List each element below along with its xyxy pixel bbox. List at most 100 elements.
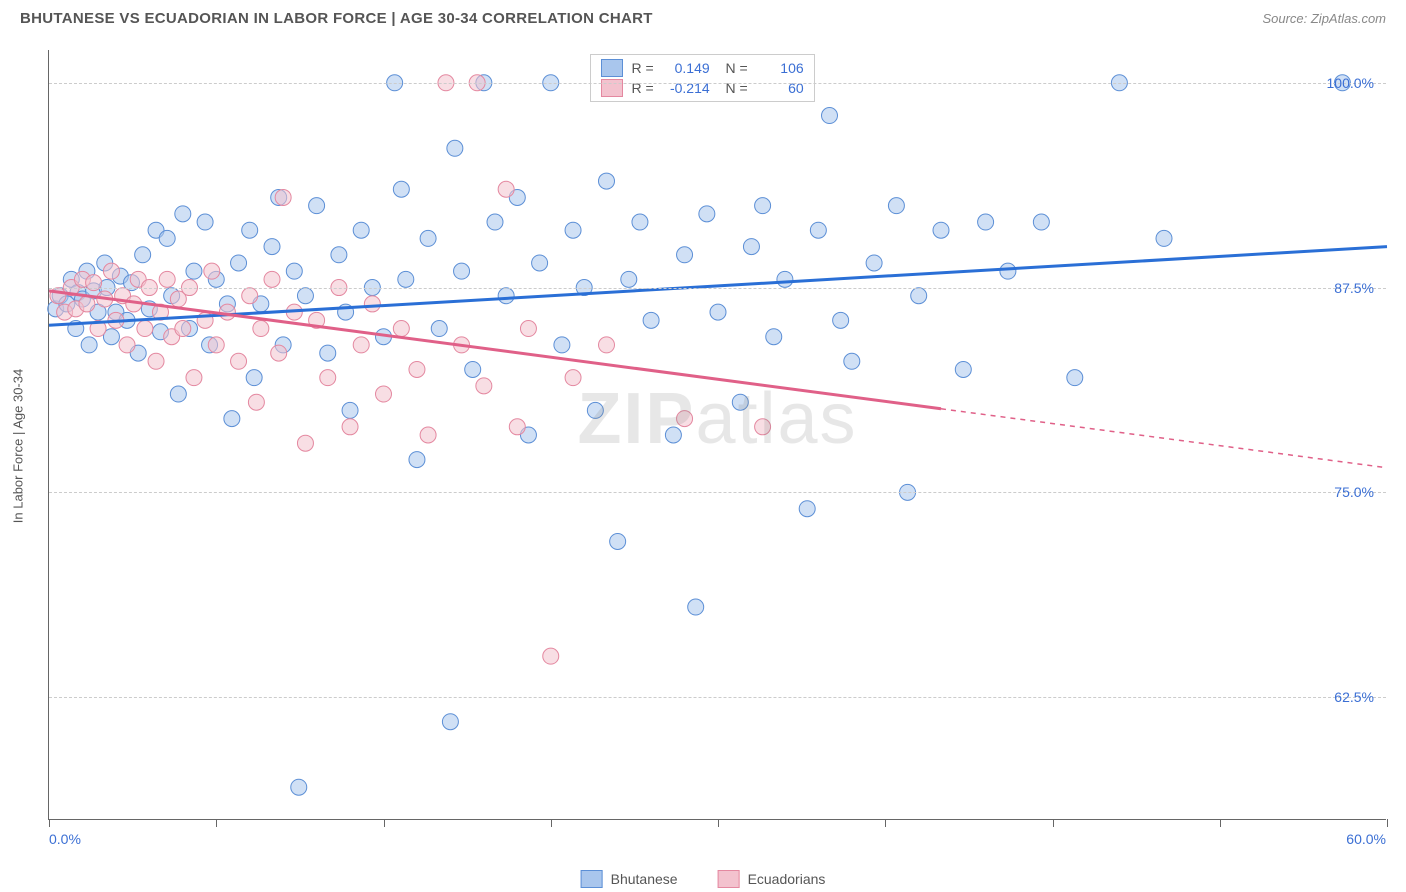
data-point xyxy=(810,222,826,238)
x-tick-mark xyxy=(1220,819,1221,827)
data-point xyxy=(409,452,425,468)
data-point xyxy=(766,329,782,345)
data-point xyxy=(186,263,202,279)
stats-n-value: 106 xyxy=(756,60,804,76)
gridline xyxy=(49,492,1386,493)
trend-line-extrapolated xyxy=(941,409,1387,468)
chart-plot-area: ZIPatlas R =0.149 N =106R =-0.214 N =60 … xyxy=(48,50,1386,820)
data-point xyxy=(844,353,860,369)
data-point xyxy=(224,411,240,427)
data-point xyxy=(710,304,726,320)
stats-r-label: R = xyxy=(631,60,653,76)
data-point xyxy=(665,427,681,443)
data-point xyxy=(137,321,153,337)
data-point xyxy=(197,214,213,230)
gridline xyxy=(49,288,1386,289)
data-point xyxy=(81,337,97,353)
data-point xyxy=(955,361,971,377)
correlation-stats-box: R =0.149 N =106R =-0.214 N =60 xyxy=(590,54,814,102)
y-tick-label: 75.0% xyxy=(1334,484,1374,500)
legend-swatch xyxy=(601,79,623,97)
data-point xyxy=(170,386,186,402)
data-point xyxy=(309,198,325,214)
data-point xyxy=(242,288,258,304)
y-tick-label: 100.0% xyxy=(1327,75,1374,91)
x-tick-mark xyxy=(1387,819,1388,827)
data-point xyxy=(409,361,425,377)
x-axis-max-label: 60.0% xyxy=(1346,831,1386,847)
data-point xyxy=(264,271,280,287)
data-point xyxy=(599,173,615,189)
data-point xyxy=(866,255,882,271)
x-tick-mark xyxy=(551,819,552,827)
data-point xyxy=(135,247,151,263)
data-point xyxy=(231,353,247,369)
data-point xyxy=(159,271,175,287)
chart-title: BHUTANESE VS ECUADORIAN IN LABOR FORCE |… xyxy=(20,10,653,27)
data-point xyxy=(320,370,336,386)
data-point xyxy=(186,370,202,386)
data-point xyxy=(755,198,771,214)
x-tick-mark xyxy=(49,819,50,827)
data-point xyxy=(610,533,626,549)
legend-label: Ecuadorians xyxy=(748,871,826,887)
x-tick-mark xyxy=(1053,819,1054,827)
data-point xyxy=(204,263,220,279)
data-point xyxy=(353,337,369,353)
x-tick-mark xyxy=(885,819,886,827)
data-point xyxy=(1000,263,1016,279)
data-point xyxy=(643,312,659,328)
data-point xyxy=(320,345,336,361)
data-point xyxy=(342,402,358,418)
x-tick-mark xyxy=(718,819,719,827)
data-point xyxy=(520,321,536,337)
data-point xyxy=(376,386,392,402)
data-point xyxy=(420,427,436,443)
data-point xyxy=(699,206,715,222)
data-point xyxy=(677,411,693,427)
data-point xyxy=(565,222,581,238)
data-point xyxy=(353,222,369,238)
data-point xyxy=(297,435,313,451)
scatter-svg xyxy=(49,50,1386,819)
chart-source: Source: ZipAtlas.com xyxy=(1262,11,1386,26)
data-point xyxy=(148,353,164,369)
gridline xyxy=(49,697,1386,698)
data-point xyxy=(978,214,994,230)
data-point xyxy=(755,419,771,435)
data-point xyxy=(498,288,514,304)
chart-header: BHUTANESE VS ECUADORIAN IN LABOR FORCE |… xyxy=(0,0,1406,35)
data-point xyxy=(743,239,759,255)
data-point xyxy=(933,222,949,238)
stats-r-value: 0.149 xyxy=(662,60,710,76)
data-point xyxy=(291,779,307,795)
bottom-legend: BhutaneseEcuadorians xyxy=(581,870,826,888)
data-point xyxy=(420,230,436,246)
data-point xyxy=(275,189,291,205)
data-point xyxy=(587,402,603,418)
x-tick-mark xyxy=(216,819,217,827)
data-point xyxy=(565,370,581,386)
data-point xyxy=(231,255,247,271)
legend-swatch xyxy=(718,870,740,888)
data-point xyxy=(442,714,458,730)
data-point xyxy=(487,214,503,230)
data-point xyxy=(911,288,927,304)
data-point xyxy=(103,263,119,279)
data-point xyxy=(364,296,380,312)
data-point xyxy=(242,222,258,238)
data-point xyxy=(331,247,347,263)
data-point xyxy=(297,288,313,304)
x-axis-min-label: 0.0% xyxy=(49,831,81,847)
stats-row: R =-0.214 N =60 xyxy=(601,79,803,97)
data-point xyxy=(465,361,481,377)
data-point xyxy=(79,296,95,312)
data-point xyxy=(621,271,637,287)
data-point xyxy=(732,394,748,410)
data-point xyxy=(393,181,409,197)
data-point xyxy=(342,419,358,435)
data-point xyxy=(246,370,262,386)
data-point xyxy=(271,345,287,361)
data-point xyxy=(398,271,414,287)
data-point xyxy=(454,263,470,279)
